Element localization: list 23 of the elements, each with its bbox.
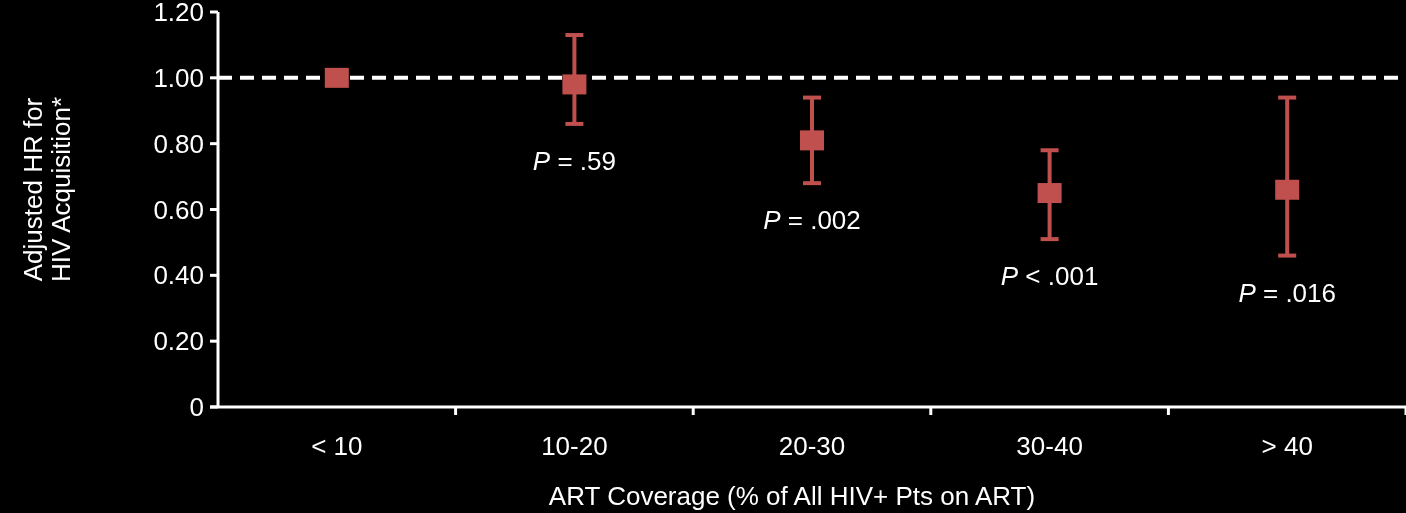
x-tick-label: 20-30 <box>778 431 846 461</box>
y-tick-label: 1.20 <box>153 0 204 28</box>
point <box>324 67 349 88</box>
annotation: P = .59 <box>532 146 616 177</box>
x-tick-label: 30-40 <box>1016 431 1083 461</box>
annotation: P = .016 <box>1238 277 1336 308</box>
y-tick-label: 0.60 <box>153 194 204 225</box>
x-axis-title: ART Coverage (% of All HIV+ Pts on ART) <box>548 481 1036 511</box>
y-tick-label: 0.80 <box>153 128 204 159</box>
annotation: P = .002 <box>763 205 861 236</box>
y-tick-label: 0.40 <box>153 260 204 291</box>
x-tick-label: < 10 <box>311 431 363 461</box>
point <box>800 130 824 151</box>
point <box>1275 179 1300 200</box>
y-axis-title: Adjusted HR for HIV Acquisition* <box>18 97 76 282</box>
x-tick-label: 10-20 <box>541 431 608 461</box>
y-tick-label: 1.00 <box>153 62 204 93</box>
x-tick-label: > 40 <box>1261 431 1313 461</box>
point <box>562 74 587 95</box>
y-tick-label: 0.20 <box>153 326 204 357</box>
annotation: P < .001 <box>1000 261 1099 292</box>
y-tick-label: 0 <box>189 392 204 423</box>
point <box>1037 183 1062 204</box>
